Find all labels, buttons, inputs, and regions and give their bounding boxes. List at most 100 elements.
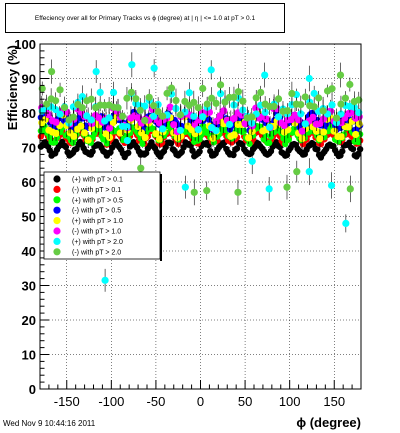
data-point — [297, 110, 305, 118]
y-tick-label: 40 — [22, 244, 36, 259]
x-axis-label: ϕ (degree) — [296, 415, 361, 430]
data-point — [283, 107, 292, 115]
chart-title-phi: ϕ — [152, 14, 156, 22]
data-point — [194, 126, 202, 134]
data-point — [43, 100, 51, 108]
data-point — [199, 84, 207, 93]
data-point — [103, 140, 111, 147]
data-point — [141, 133, 149, 142]
data-point — [176, 111, 185, 119]
data-point — [319, 128, 328, 136]
legend-marker — [53, 217, 61, 225]
data-point — [137, 164, 145, 172]
data-point — [297, 100, 305, 109]
data-point — [77, 122, 85, 130]
y-tick-label: 30 — [22, 279, 36, 294]
y-tick-label: 10 — [22, 348, 36, 363]
legend-label: (+) with pT > 0.1 — [72, 177, 123, 184]
legend-marker — [53, 185, 61, 193]
x-tick-label: 100 — [279, 394, 301, 409]
data-point — [252, 94, 260, 102]
data-point — [105, 114, 113, 122]
data-point — [265, 185, 273, 193]
data-point — [356, 145, 364, 153]
data-point — [123, 137, 131, 145]
data-point — [96, 88, 104, 97]
data-point — [337, 100, 345, 108]
data-point — [52, 105, 60, 114]
x-tick-label: 150 — [323, 394, 345, 409]
data-point — [207, 66, 215, 74]
data-point — [56, 86, 64, 94]
data-point — [344, 123, 353, 131]
data-point — [285, 136, 292, 143]
data-point — [319, 107, 327, 115]
data-point — [239, 97, 247, 105]
chart-title-prefix: Effeciency over all for Primary Tracks v… — [34, 14, 151, 22]
data-point — [69, 113, 78, 121]
chart-title-mid: (degree) at | — [157, 14, 193, 22]
data-point — [216, 81, 225, 89]
y-tick-label: 60 — [22, 175, 36, 190]
chart-title-box: Effeciency over all for Primary Tracks v… — [5, 3, 285, 33]
data-point — [87, 95, 95, 103]
data-point — [114, 104, 122, 112]
data-point — [301, 120, 309, 128]
data-point — [248, 113, 256, 121]
data-point — [172, 96, 180, 105]
data-point — [288, 89, 296, 98]
data-point — [265, 139, 273, 147]
data-point — [166, 103, 174, 111]
data-point — [70, 132, 78, 140]
data-point — [62, 143, 70, 151]
y-tick-label: 90 — [22, 72, 36, 87]
data-point — [349, 145, 357, 153]
data-point — [234, 188, 242, 196]
data-point — [328, 85, 336, 93]
data-point — [123, 123, 131, 131]
data-point — [310, 103, 318, 111]
data-point — [150, 102, 158, 110]
data-point — [194, 104, 202, 112]
data-point — [212, 126, 220, 135]
data-point — [246, 140, 253, 147]
data-point — [245, 134, 253, 142]
data-point — [248, 157, 256, 165]
data-point — [52, 97, 60, 105]
data-point — [170, 121, 178, 129]
data-point — [105, 124, 114, 132]
data-point — [128, 61, 136, 69]
legend-label: (+) with pT > 2.0 — [72, 239, 123, 246]
footer-timestamp: Wed Nov 9 10:44:16 2011 — [3, 419, 96, 428]
data-point — [127, 88, 135, 96]
data-point — [154, 107, 162, 116]
data-point — [150, 64, 158, 72]
data-point — [155, 135, 164, 143]
data-point — [332, 114, 341, 122]
data-point — [176, 126, 185, 134]
data-point — [141, 102, 149, 110]
data-point — [230, 114, 238, 122]
data-point — [136, 106, 144, 114]
data-point — [132, 95, 140, 103]
y-tick-label: 20 — [22, 313, 36, 328]
data-point — [101, 276, 109, 284]
data-point — [212, 99, 220, 107]
legend-marker — [53, 175, 61, 183]
data-point — [266, 123, 274, 131]
data-point — [141, 116, 149, 125]
data-point — [316, 135, 324, 143]
data-point — [221, 98, 229, 106]
data-point — [305, 168, 313, 176]
legend: (+) with pT > 0.1 (-) with pT > 0.1 (+) wi… — [43, 171, 162, 261]
data-point — [208, 94, 216, 102]
y-tick-label: 0 — [29, 382, 36, 397]
data-point — [262, 115, 271, 123]
legend-label: (+) with pT > 1.0 — [72, 218, 123, 225]
data-points — [37, 52, 364, 292]
legend-entries: (+) with pT > 0.1 (-) with pT > 0.1 (+) wi… — [53, 175, 123, 256]
data-point — [280, 121, 288, 129]
data-point — [84, 136, 92, 144]
data-point — [261, 108, 269, 116]
